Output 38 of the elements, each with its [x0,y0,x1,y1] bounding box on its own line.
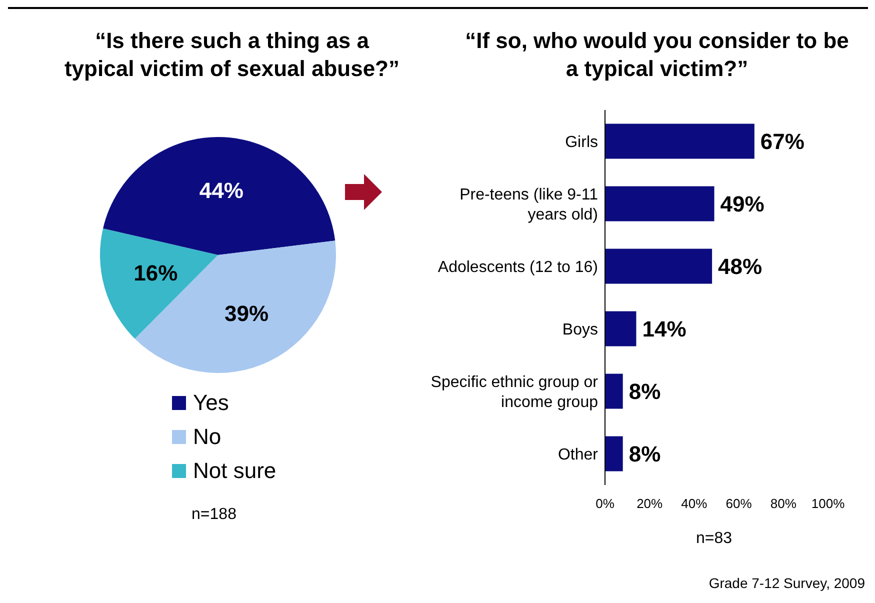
data-label: 39% [224,300,269,326]
data-label: 14% [642,316,686,342]
text: Grade 7-12 Survey, 2009 [708,575,866,591]
bar [605,374,623,409]
y-tick-label: Adolescents (12 to 16) [438,258,598,276]
data-label: 44% [199,178,244,203]
legend-label: Yes [193,390,229,415]
x-tick-label: 100% [811,496,846,511]
legend-label: Not sure [193,458,276,483]
pie-slice [103,137,336,255]
bar [605,436,623,472]
x-tick-label: 40% [681,496,708,511]
data-label: 49% [720,191,764,216]
x-tick-label: 20% [636,496,664,511]
y-tick-label: Other [558,446,599,464]
bar [605,311,636,346]
y-tick-label: Specific ethnic group or income group [430,374,599,411]
x-tick-label: 80% [770,496,797,511]
text: n=83 [696,530,732,547]
pie-slice [100,228,218,339]
x-tick-label: 60% [726,496,752,511]
bar [605,186,714,222]
y-tick-label: Girls [565,134,598,151]
data-label: 48% [718,254,762,279]
pie-slice [134,240,336,373]
data-label: 8% [628,378,661,404]
chart-title: “If so, who would you consider to be a typical victim?” [465,28,849,81]
y-tick-label: Boys [562,321,598,338]
data-label: 8% [628,441,661,466]
chart-title: “Is there such a thing as a typical victim of sexual abuse?” [64,28,400,81]
text: n=188 [192,506,237,523]
x-tick-label: 0% [596,496,615,511]
legend-label: No [193,424,222,449]
y-tick-label: Pre-teens (like 9-11 years old) [460,186,598,224]
data-label: 67% [760,128,804,154]
data-label: 16% [134,260,178,286]
bar [605,124,754,159]
bar [605,248,712,284]
